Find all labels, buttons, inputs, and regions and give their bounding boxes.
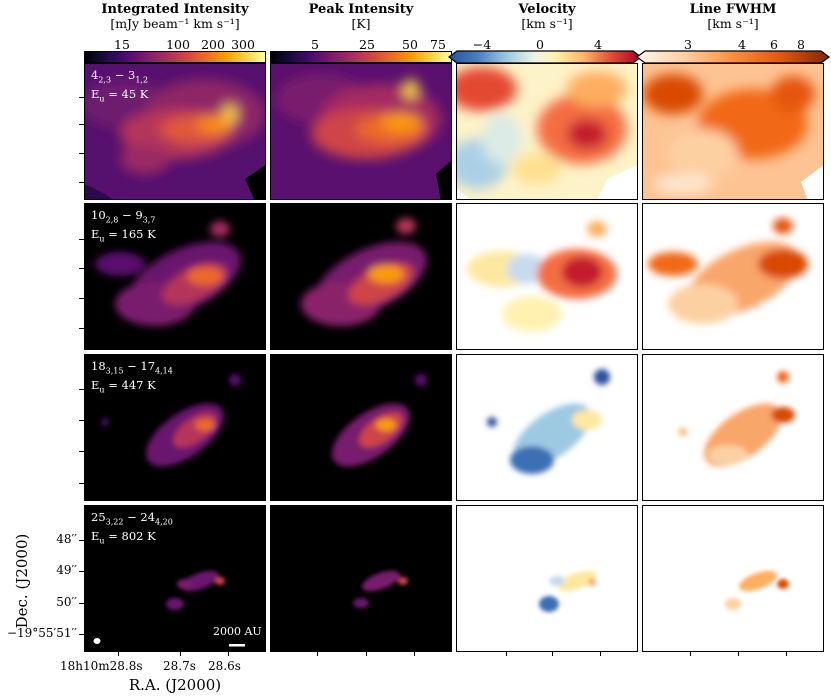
map-row1-velocity [456,63,638,200]
y-tick-label: 50′′ [56,595,77,609]
cb3-tick: 8 [797,37,805,52]
cb0-tick: 15 [114,37,130,52]
cb1-tick: 25 [359,37,375,52]
cb1-tick: 5 [311,37,319,52]
transition-label: 102,8 − 93,7 Eu = 165 K [91,208,156,244]
colorbar-peak [270,51,452,63]
col-title-velocity: Velocity [km s⁻¹] [518,2,576,31]
cb2-tick: 4 [594,37,602,52]
map-row3-integrated: 183,15 − 174,14 Eu = 447 K [84,354,266,501]
map-row2-peak [270,203,452,350]
map-row1-peak [270,63,452,200]
cb1-tick: 50 [402,37,418,52]
map-row3-velocity [456,354,638,501]
map-row3-peak [270,354,452,501]
cb2-tick: −4 [472,37,492,52]
col-title-peak: Peak Intensity [K] [308,2,414,31]
scalebar-label: 2000 AU [213,625,262,638]
cb2-tick: 0 [536,37,544,52]
x-tick-label: 28.6s [208,659,241,673]
map-row1-fwhm [642,63,824,200]
transition-label: 253,22 − 244,20 Eu = 802 K [91,510,173,546]
map-row4-integrated: 253,22 − 244,20 Eu = 802 K 2000 AU [84,505,266,652]
y-axis-label: Dec. (J2000) [13,533,31,629]
map-row2-fwhm [642,203,824,350]
cb1-tick: 75 [430,37,446,52]
col-title-integrated: Integrated Intensity [mJy beam⁻¹ km s⁻¹] [101,2,249,31]
cb3-tick: 3 [684,37,692,52]
x-tick-label: 18h10m28.8s [60,659,143,673]
map-row2-integrated: 102,8 − 93,7 Eu = 165 K [84,203,266,350]
map-row1-integrated: 42,3 − 31,2 Eu = 45 K [84,63,266,200]
scalebar-line [229,644,245,647]
colorbar-integrated [84,51,266,63]
map-row4-fwhm [642,505,824,652]
cb3-tick: 6 [770,37,778,52]
cb0-tick: 100 [166,37,190,52]
map-row4-peak [270,505,452,652]
y-tick-label: 49′′ [56,563,77,577]
map-row3-fwhm [642,354,824,501]
cb0-tick: 300 [231,37,255,52]
transition-label: 42,3 − 31,2 Eu = 45 K [91,68,149,104]
map-row2-velocity [456,203,638,350]
y-tick-label: −19°55′51′′ [6,626,77,640]
map-row4-velocity [456,505,638,652]
col-title-fwhm: Line FWHM [km s⁻¹] [689,2,777,31]
cb0-tick: 200 [201,37,225,52]
x-axis-label: R.A. (J2000) [128,676,222,694]
cb3-tick: 4 [738,37,746,52]
transition-label: 183,15 − 174,14 Eu = 447 K [91,359,173,395]
beam-ellipse [93,638,101,644]
x-tick-label: 28.7s [163,659,196,673]
y-tick-label: 48′′ [56,532,77,546]
